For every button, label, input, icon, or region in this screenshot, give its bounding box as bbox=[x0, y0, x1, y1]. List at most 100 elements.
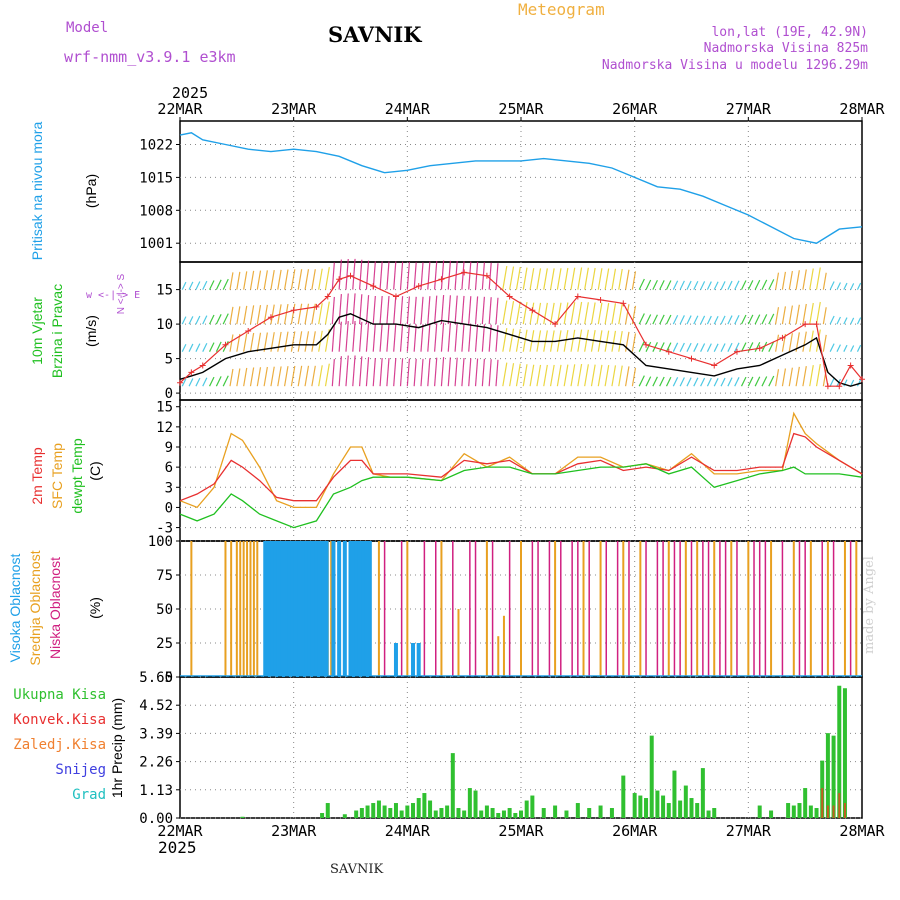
wind-barb bbox=[652, 376, 658, 387]
wind-barb bbox=[181, 378, 187, 387]
precip-total-bar bbox=[530, 795, 535, 818]
wind-barb bbox=[454, 323, 458, 352]
wind-barb bbox=[768, 341, 775, 352]
wind-axis-title: 10m Vjetar bbox=[29, 297, 45, 365]
wind-barb bbox=[331, 324, 335, 352]
wind-barb bbox=[181, 316, 187, 325]
model-name: wrf-nmm_v3.9.1 e3km bbox=[64, 48, 236, 66]
wind-barb bbox=[747, 376, 754, 387]
wind-barb bbox=[318, 268, 323, 290]
wind-barb bbox=[202, 280, 208, 290]
wind-barb bbox=[270, 270, 275, 290]
wind-gust-marker bbox=[392, 293, 399, 300]
wind-barb bbox=[447, 357, 452, 387]
wind-barb bbox=[461, 357, 465, 387]
altitude-label: Nadmorska Visina 825m bbox=[703, 41, 868, 56]
wind-barb bbox=[229, 368, 234, 387]
precip-total-bar bbox=[757, 805, 762, 818]
wind-barb bbox=[406, 296, 410, 325]
wind-barb bbox=[420, 358, 424, 387]
wind-barb bbox=[563, 302, 569, 325]
mid-cloud-bar bbox=[497, 636, 500, 677]
wind-barb bbox=[474, 261, 479, 290]
wind-barb bbox=[243, 305, 248, 325]
wind-barb bbox=[509, 266, 515, 290]
wind-barb bbox=[406, 358, 410, 387]
wind-barb bbox=[672, 314, 679, 325]
wind-gust-marker bbox=[506, 293, 513, 300]
precip-total-bar bbox=[803, 788, 808, 818]
precip-total-bar bbox=[439, 808, 444, 818]
wind-barb bbox=[440, 357, 445, 387]
wind-barb bbox=[372, 295, 376, 325]
precip-total-bar bbox=[325, 803, 330, 818]
wind-barb bbox=[277, 366, 282, 387]
wind-barb bbox=[522, 364, 528, 387]
precip-total-bar bbox=[541, 808, 546, 818]
wind-barb bbox=[256, 270, 262, 290]
wind-barb bbox=[386, 323, 390, 352]
low-cloud-bar bbox=[690, 541, 693, 677]
wind-barb bbox=[645, 376, 652, 387]
wind-barb bbox=[413, 296, 417, 325]
wind-barb bbox=[202, 377, 208, 387]
wind-barb bbox=[850, 345, 855, 352]
mid-cloud-bar bbox=[843, 541, 846, 677]
wind-barb bbox=[584, 267, 589, 290]
wind-barb bbox=[700, 315, 706, 325]
wind-barb bbox=[386, 358, 390, 387]
wind-barb bbox=[734, 314, 740, 325]
precipitation-y-tick-label: 2.26 bbox=[139, 755, 173, 771]
wind-barb bbox=[809, 365, 814, 387]
wind-barb bbox=[318, 303, 323, 325]
wind-barb bbox=[447, 295, 452, 325]
precip-total-bar bbox=[632, 793, 637, 818]
wind-barb bbox=[549, 364, 555, 387]
wind-barb bbox=[413, 358, 417, 387]
wind-barb bbox=[788, 305, 793, 325]
high-cloud-bar bbox=[283, 541, 288, 677]
mid-cloud-bar bbox=[554, 541, 557, 677]
wind-barb bbox=[781, 271, 787, 290]
mid-cloud-bar bbox=[330, 541, 333, 677]
precipitation-y-tick-label: 4.52 bbox=[139, 698, 173, 714]
wind-barb bbox=[481, 358, 485, 387]
low-cloud-bar bbox=[435, 541, 437, 677]
wind-gust-marker bbox=[245, 328, 252, 334]
precip-total-bar bbox=[462, 810, 467, 818]
wind-barb bbox=[420, 324, 424, 352]
low-cloud-bar bbox=[491, 541, 494, 677]
wind-barb bbox=[215, 376, 222, 387]
wind-barb bbox=[270, 366, 275, 387]
wind-gust-marker bbox=[688, 355, 695, 362]
wind-barb bbox=[590, 302, 596, 325]
mid-cloud-bar bbox=[249, 541, 252, 677]
wind-axis-subtitle: Brzina i Pravac bbox=[49, 284, 65, 378]
wind-barb bbox=[249, 332, 255, 352]
wind-barb bbox=[399, 323, 404, 352]
wind-barb bbox=[693, 280, 699, 290]
high-cloud-bar bbox=[337, 541, 342, 677]
wind-barb bbox=[440, 260, 445, 290]
wind-barb bbox=[236, 368, 241, 387]
wind-gust-marker bbox=[643, 341, 650, 348]
wind-barb bbox=[584, 329, 589, 352]
wind-barb bbox=[215, 341, 222, 352]
wind-barb bbox=[686, 377, 692, 387]
wind-barb bbox=[358, 294, 363, 325]
low-cloud-axis-title: Niska Oblacnost bbox=[47, 557, 63, 659]
precip-total-bar bbox=[655, 790, 660, 818]
pressure-y-tick-label: 1001 bbox=[139, 236, 173, 252]
low-cloud-bar bbox=[400, 541, 403, 677]
wind-barb bbox=[563, 267, 569, 290]
wind-barb bbox=[495, 359, 499, 387]
wind-gust-marker bbox=[711, 362, 718, 369]
low-cloud-bar bbox=[758, 541, 761, 677]
high-cloud-bar bbox=[304, 541, 309, 677]
precip-total-bar bbox=[649, 735, 654, 818]
wind-barb bbox=[474, 324, 479, 352]
mid-cloud-bar bbox=[190, 541, 193, 677]
precip-total-bar bbox=[428, 800, 433, 818]
precip-total-bar bbox=[621, 775, 626, 818]
